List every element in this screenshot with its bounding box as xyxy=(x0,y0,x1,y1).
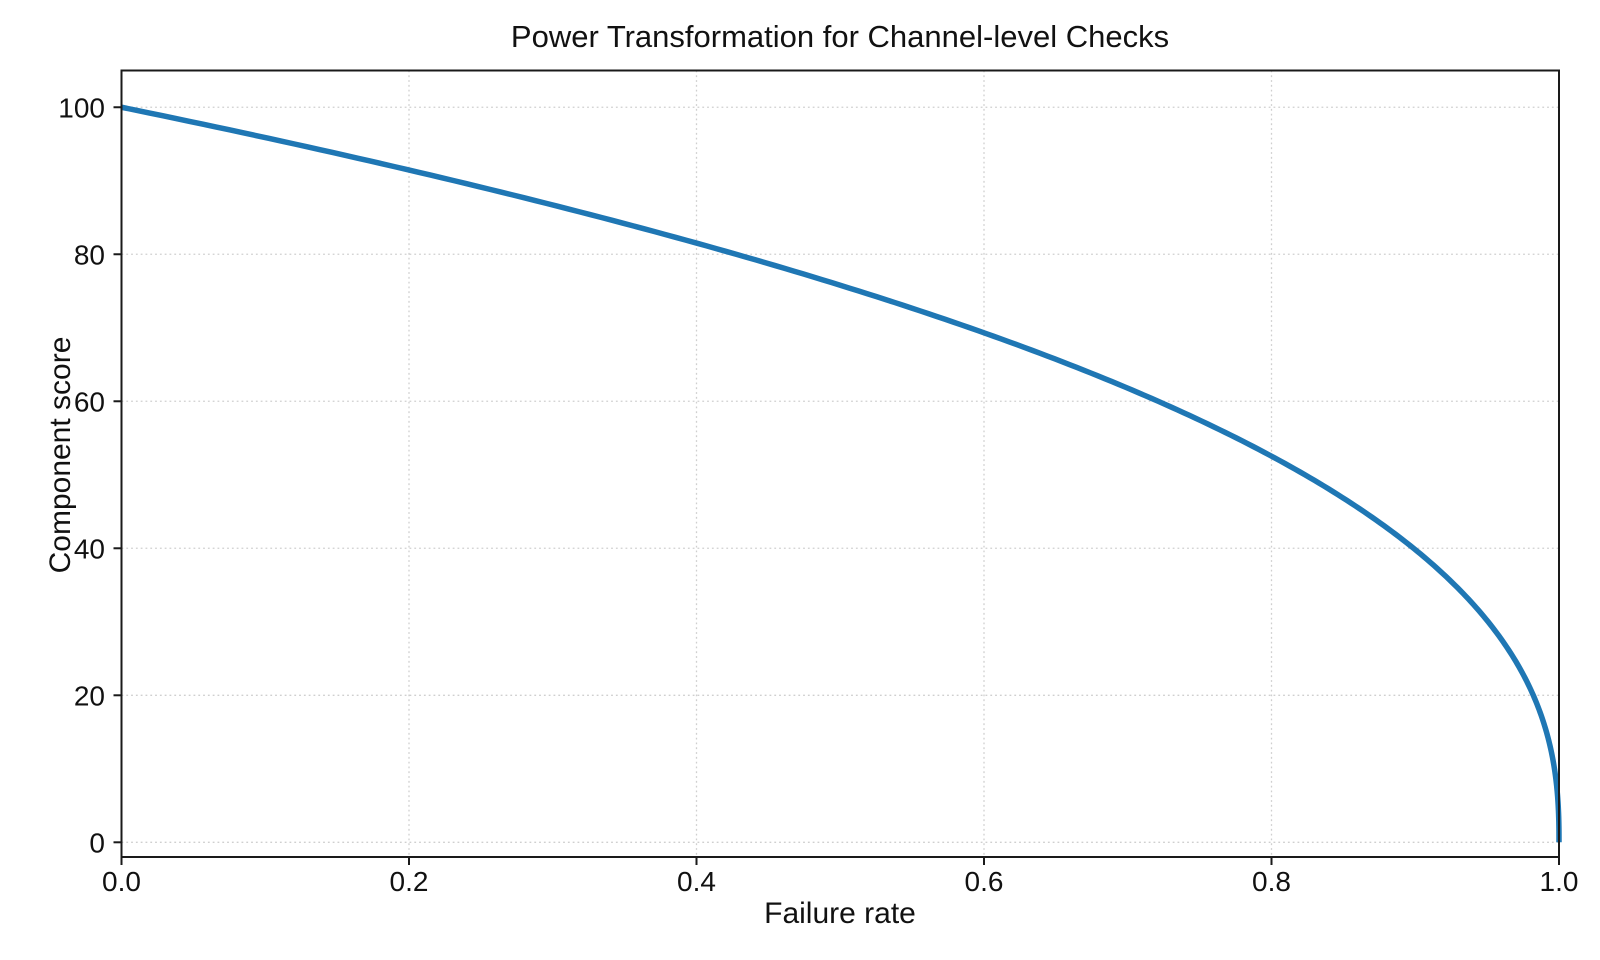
y-tick-label: 60 xyxy=(74,386,105,417)
component-score-curve xyxy=(120,104,1562,843)
x-tick-label: 1.0 xyxy=(1540,866,1579,897)
y-tick-label: 80 xyxy=(74,239,105,270)
y-tick-label: 20 xyxy=(74,680,105,711)
x-tick-label: 0.4 xyxy=(677,866,716,897)
tick-label-layer: 0.0 0.2 0.4 0.6 0.8 1.0 0 20 40 60 80 100 xyxy=(58,92,1578,897)
plot-border xyxy=(120,69,1560,858)
y-tick-label: 0 xyxy=(89,827,105,858)
chart-title: Power Transformation for Channel-level C… xyxy=(511,19,1169,54)
x-tick-label: 0.6 xyxy=(965,866,1004,897)
x-tick-label: 0.0 xyxy=(102,866,141,897)
y-tick-label: 100 xyxy=(58,92,105,123)
x-axis-label: Failure rate xyxy=(764,897,916,930)
grid-layer xyxy=(120,70,1560,857)
x-tick-label: 0.8 xyxy=(1252,866,1291,897)
x-tick-label: 0.2 xyxy=(390,866,429,897)
tick-layer xyxy=(113,106,1560,865)
y-axis-label: Component score xyxy=(44,337,77,574)
y-tick-label: 40 xyxy=(74,533,105,564)
series-layer xyxy=(120,104,1562,843)
